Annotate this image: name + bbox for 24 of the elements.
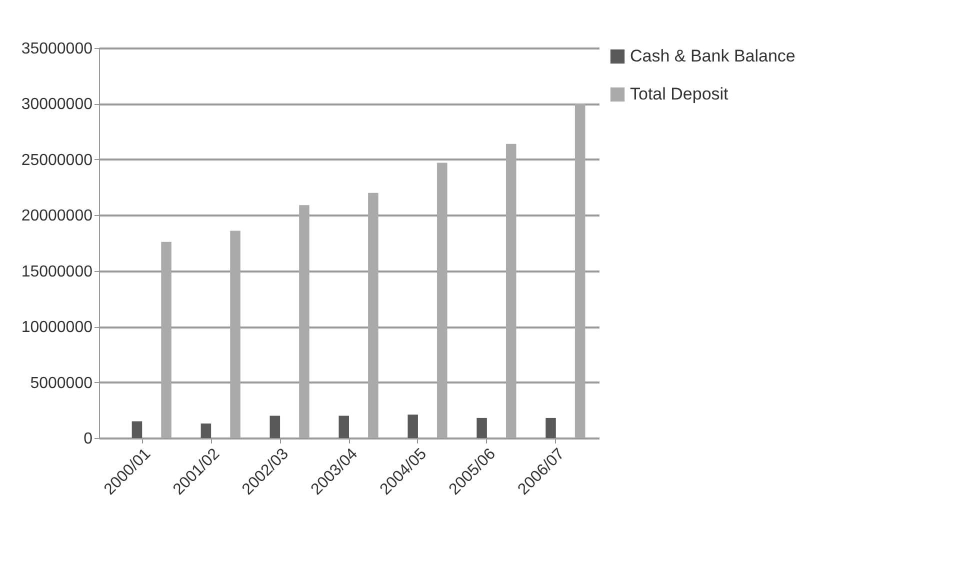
y-tick-label: 20000000 [21,208,93,225]
legend-label: Total Deposit [630,84,729,104]
y-tick-label: 0 [84,430,93,448]
bar [368,192,378,438]
bar [338,416,349,438]
bar [132,421,142,438]
bar [200,424,212,438]
bar [506,144,516,438]
bar [270,416,280,438]
y-tick-label: 35000000 [21,40,93,58]
bar [408,414,418,438]
bar [476,418,487,438]
y-tick-label: 30000000 [21,96,93,114]
bar [161,242,172,438]
bar [299,205,310,438]
y-tick-label: 25000000 [21,152,93,169]
y-tick-label: 10000000 [21,319,93,336]
y-tick-label: 5000000 [30,374,93,392]
bar [437,162,448,438]
bar [574,104,586,438]
bar [546,418,556,438]
bar [230,230,240,438]
y-tick-label: 15000000 [21,263,93,280]
legend-label: Cash & Bank Balance [630,46,796,66]
